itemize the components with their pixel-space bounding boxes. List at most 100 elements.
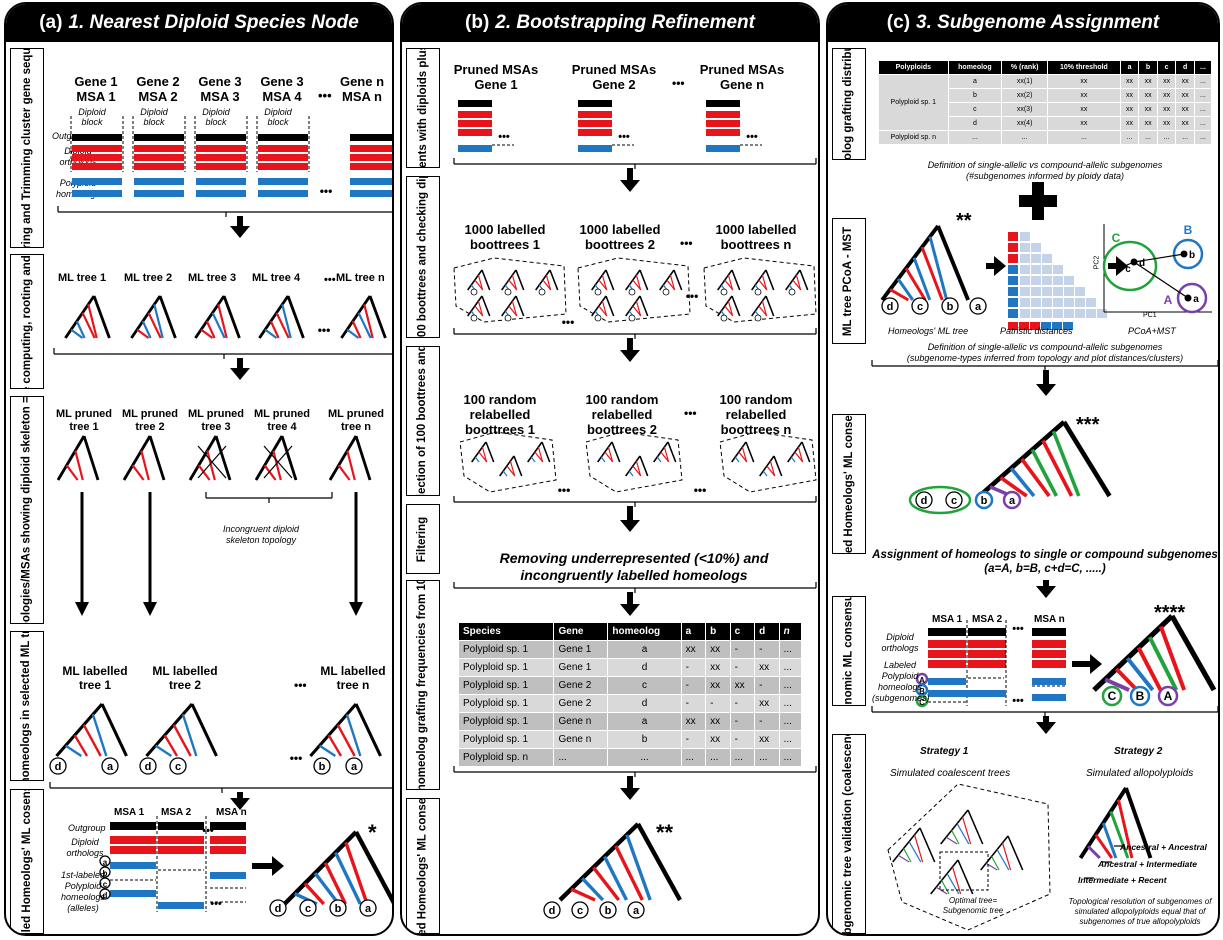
ml-tree xyxy=(200,328,214,339)
labelled-tree xyxy=(73,734,89,757)
labelled-tree-1: ML labelled tree 1 xyxy=(62,664,128,692)
labelled-tree xyxy=(309,702,358,758)
ml-tree xyxy=(70,328,84,339)
leaf-node xyxy=(99,877,111,889)
leaf-node xyxy=(99,888,111,900)
incongruent-label: Incongruent diploid skeleton topology xyxy=(222,524,300,545)
leaf-node xyxy=(169,757,187,775)
distance-col-mark xyxy=(1030,322,1040,330)
boottree xyxy=(474,279,484,291)
leaf-node xyxy=(139,757,157,775)
boottree xyxy=(478,451,488,463)
outgroup-bar xyxy=(134,134,184,141)
labelled-tree xyxy=(154,744,173,758)
diploid-bar xyxy=(158,836,204,844)
text-mark: d xyxy=(887,301,894,313)
msa-header-2: Gene 2 MSA 2 xyxy=(136,74,180,104)
pruned-tree xyxy=(131,464,145,481)
text-mark: ••• xyxy=(210,898,222,910)
boottree xyxy=(508,305,518,317)
coalescent-tree xyxy=(951,866,962,895)
ml-tree xyxy=(75,320,86,339)
boottree xyxy=(659,269,675,291)
distance-row-mark xyxy=(1008,265,1018,274)
boottree xyxy=(792,279,802,291)
cluster-ellipse xyxy=(1102,240,1158,292)
boottree xyxy=(485,441,495,463)
outgroup-bar xyxy=(578,100,612,107)
leaf-node xyxy=(543,901,561,919)
text-mark: ••• xyxy=(618,131,630,143)
bootstrap-cloud xyxy=(703,257,817,323)
ml-tree-3: ML tree 3 xyxy=(188,272,237,284)
text-mark: ••• xyxy=(686,289,699,303)
consensus-msa-2: MSA 2 xyxy=(161,807,192,818)
labelled-tree xyxy=(190,703,218,757)
labelled-tree xyxy=(345,714,362,757)
homeolog-bar xyxy=(210,872,246,879)
pcoa-point xyxy=(1116,264,1124,272)
subgenomic-tree xyxy=(1114,667,1139,692)
ml-tree xyxy=(264,328,278,339)
boottree xyxy=(598,305,608,317)
distance-cell xyxy=(1042,309,1052,318)
diploid-block-label: Diploid block xyxy=(264,107,292,127)
flow-arrow-head xyxy=(230,226,250,238)
distance-cell xyxy=(1031,254,1041,263)
step-a4: Labelling homeologs in selected ML trees… xyxy=(10,631,44,781)
leaf-node xyxy=(470,314,478,322)
boot100-2: 100 random relabelled boottrees 2 xyxy=(585,392,659,437)
consensus-tree xyxy=(625,834,652,901)
diploid-bar xyxy=(196,154,246,161)
diploid-bar xyxy=(258,163,308,170)
text-mark: ••• xyxy=(498,131,510,143)
pruned-msa-2: Pruned MSAs Gene 2 xyxy=(571,62,657,92)
boottree xyxy=(731,441,747,463)
bootstrap-cloud xyxy=(719,431,817,493)
boottree xyxy=(477,274,484,291)
cross-mark xyxy=(197,445,227,479)
outgroup-bar xyxy=(158,822,204,830)
flow-arrow-head xyxy=(349,602,363,616)
diploid-bar xyxy=(72,154,122,161)
boottree xyxy=(506,465,516,477)
text-mark: ••• xyxy=(558,483,571,497)
distance-cell xyxy=(1086,298,1096,307)
step-c2: ML tree PCoA - MST xyxy=(832,218,866,344)
boottree xyxy=(656,456,662,463)
distance-cell xyxy=(1075,298,1085,307)
leaf-node xyxy=(504,314,512,322)
cons-outgroup-label: Outgroup xyxy=(68,823,106,833)
mst-edge xyxy=(1133,253,1185,263)
coalescent-tree xyxy=(897,854,910,863)
step-b6: 2nd-labeled Homeologs' ML consensus tree xyxy=(406,798,440,934)
leaf-node xyxy=(594,314,602,322)
panel-a: (a) 1. Nearest Diploid Species Node Align… xyxy=(4,2,394,936)
boottree xyxy=(600,456,606,463)
text-mark: ••• xyxy=(320,184,333,198)
boottree xyxy=(515,269,525,291)
boottree xyxy=(639,295,649,317)
distance-cell xyxy=(1042,298,1052,307)
leaf-node xyxy=(470,288,478,296)
leaf-node xyxy=(594,288,602,296)
pruned-tree xyxy=(65,464,79,481)
boottree xyxy=(761,300,768,317)
simulated-tree xyxy=(1094,833,1114,859)
pruned-msa-n: Pruned MSAs Gene n xyxy=(699,62,785,92)
consensus-tree xyxy=(1020,457,1051,498)
panel-b-header: (b) 2. Bootstrapping Refinement xyxy=(402,4,818,42)
labelled-tree xyxy=(145,702,194,758)
bracket-2: Ancestral + Intermediate xyxy=(1098,859,1197,869)
text-mark: c xyxy=(1125,264,1131,275)
pruned-tree-2: ML pruned tree 2 xyxy=(121,408,178,433)
caption-distances: Patristic distances xyxy=(1000,326,1073,336)
text-mark: ••• xyxy=(1012,623,1024,635)
bootstrap-cloud xyxy=(453,257,567,323)
ml-tree xyxy=(141,320,152,339)
pruned-tree-3: ML pruned tree 3 xyxy=(187,408,244,433)
labelled-tree xyxy=(181,714,198,757)
flow-arrow-head xyxy=(620,180,640,192)
boottree xyxy=(751,295,767,317)
